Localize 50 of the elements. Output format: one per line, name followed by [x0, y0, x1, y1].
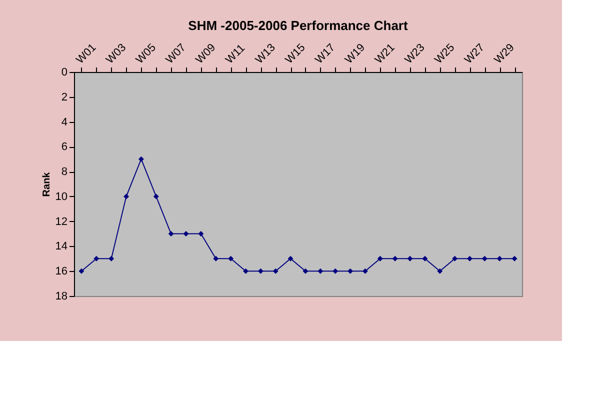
- x-tick-label: W29: [492, 42, 517, 66]
- y-tick-label: 10: [55, 190, 68, 203]
- point: [496, 256, 502, 262]
- point: [242, 268, 248, 274]
- x-tick-label: W09: [194, 42, 218, 66]
- point: [153, 194, 159, 200]
- point: [198, 231, 204, 237]
- point: [377, 256, 383, 262]
- point: [482, 256, 488, 262]
- y-tick-label: 12: [55, 216, 68, 228]
- point: [437, 268, 443, 274]
- point: [512, 256, 518, 262]
- point: [228, 256, 234, 262]
- point: [318, 268, 324, 274]
- y-tick-label: 18: [55, 290, 68, 302]
- y-tick-label: 2: [61, 91, 68, 104]
- point: [332, 268, 338, 274]
- y-tick-label: 14: [55, 240, 68, 253]
- point: [258, 268, 264, 274]
- point: [94, 256, 100, 262]
- point: [272, 268, 278, 274]
- y-tick-label: 8: [61, 166, 68, 178]
- x-tick-label: W23: [402, 42, 428, 66]
- point: [183, 231, 189, 237]
- point: [466, 256, 472, 262]
- point: [78, 268, 84, 274]
- point: [302, 268, 308, 274]
- x-tick-label: W21: [372, 42, 398, 66]
- y-tick-label: 16: [55, 266, 68, 278]
- point: [213, 256, 219, 262]
- point: [452, 256, 458, 262]
- x-tick-label: W13: [253, 42, 278, 66]
- point: [108, 256, 114, 262]
- point: [124, 194, 130, 200]
- y-tick-label: 6: [61, 141, 68, 154]
- x-tick-label: W11: [224, 42, 248, 66]
- x-tick-label: W19: [342, 42, 368, 66]
- x-tick-label: W01: [74, 42, 99, 66]
- point: [138, 156, 144, 162]
- point: [168, 231, 174, 237]
- y-tick-label: 4: [61, 116, 68, 128]
- chart-title: SHM -2005-2006 Performance Chart: [188, 18, 408, 34]
- point: [392, 256, 398, 262]
- y-tick-label: 0: [61, 66, 68, 78]
- point: [407, 256, 413, 262]
- point: [362, 268, 368, 274]
- point: [422, 256, 428, 262]
- point: [288, 256, 294, 262]
- point: [348, 268, 354, 274]
- y-axis-title: Rank: [41, 172, 52, 197]
